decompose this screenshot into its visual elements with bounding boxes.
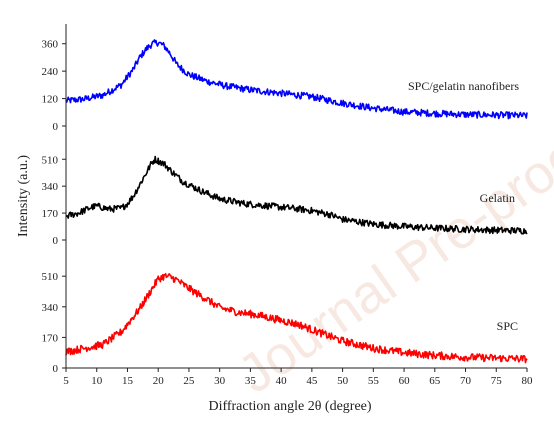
y-tick-label: 510 [42,154,59,166]
y-tick-label: 120 [42,94,59,106]
x-tick-label: 10 [91,375,103,387]
y-tick-label: 340 [42,302,59,314]
ticks-layer: 5 10 15 20 25 30 35 40 45 50 55 60 65 70 75 80012024036… [42,39,534,387]
y-tick-label: 360 [42,39,59,51]
x-tick-label: 60 [399,375,411,387]
y-axis-title: Intensity (a.u.) [16,155,31,237]
x-tick-label: 80 [522,375,534,387]
x-tick-label: 25 [183,375,195,387]
x-tick-label: 70 [460,375,472,387]
series-line-2 [65,272,528,364]
journal-pre-proof-watermark: Journal Pre-proof [227,116,554,405]
series-line-0 [65,39,528,120]
series-label-spc-gelatin-nanofibers: SPC/gelatin nanofibers [408,79,519,93]
x-tick-label: 30 [214,375,226,387]
series-line-1 [65,155,528,235]
x-tick-label: 15 [122,375,134,387]
series-layer [65,39,528,364]
y-tick-label: 0 [53,363,59,375]
x-tick-label: 75 [491,375,503,387]
x-tick-label: 55 [368,375,380,387]
series-label-spc: SPC [497,319,518,333]
x-tick-label: 20 [153,375,165,387]
y-tick-label: 510 [42,271,59,283]
y-tick-label: 0 [53,235,59,247]
x-axis-title: Diffraction angle 2θ (degree) [208,399,371,414]
x-tick-label: 65 [429,375,441,387]
x-tick-label: 40 [276,375,288,387]
y-tick-label: 340 [42,181,59,193]
x-tick-label: 5 [63,375,69,387]
x-tick-label: 50 [337,375,349,387]
y-tick-label: 240 [42,66,59,78]
x-tick-label: 35 [245,375,257,387]
y-tick-label: 170 [42,332,59,344]
y-tick-label: 0 [53,121,59,133]
series-label-gelatin: Gelatin [480,191,515,205]
y-tick-label: 170 [42,208,59,220]
x-tick-label: 45 [306,375,318,387]
